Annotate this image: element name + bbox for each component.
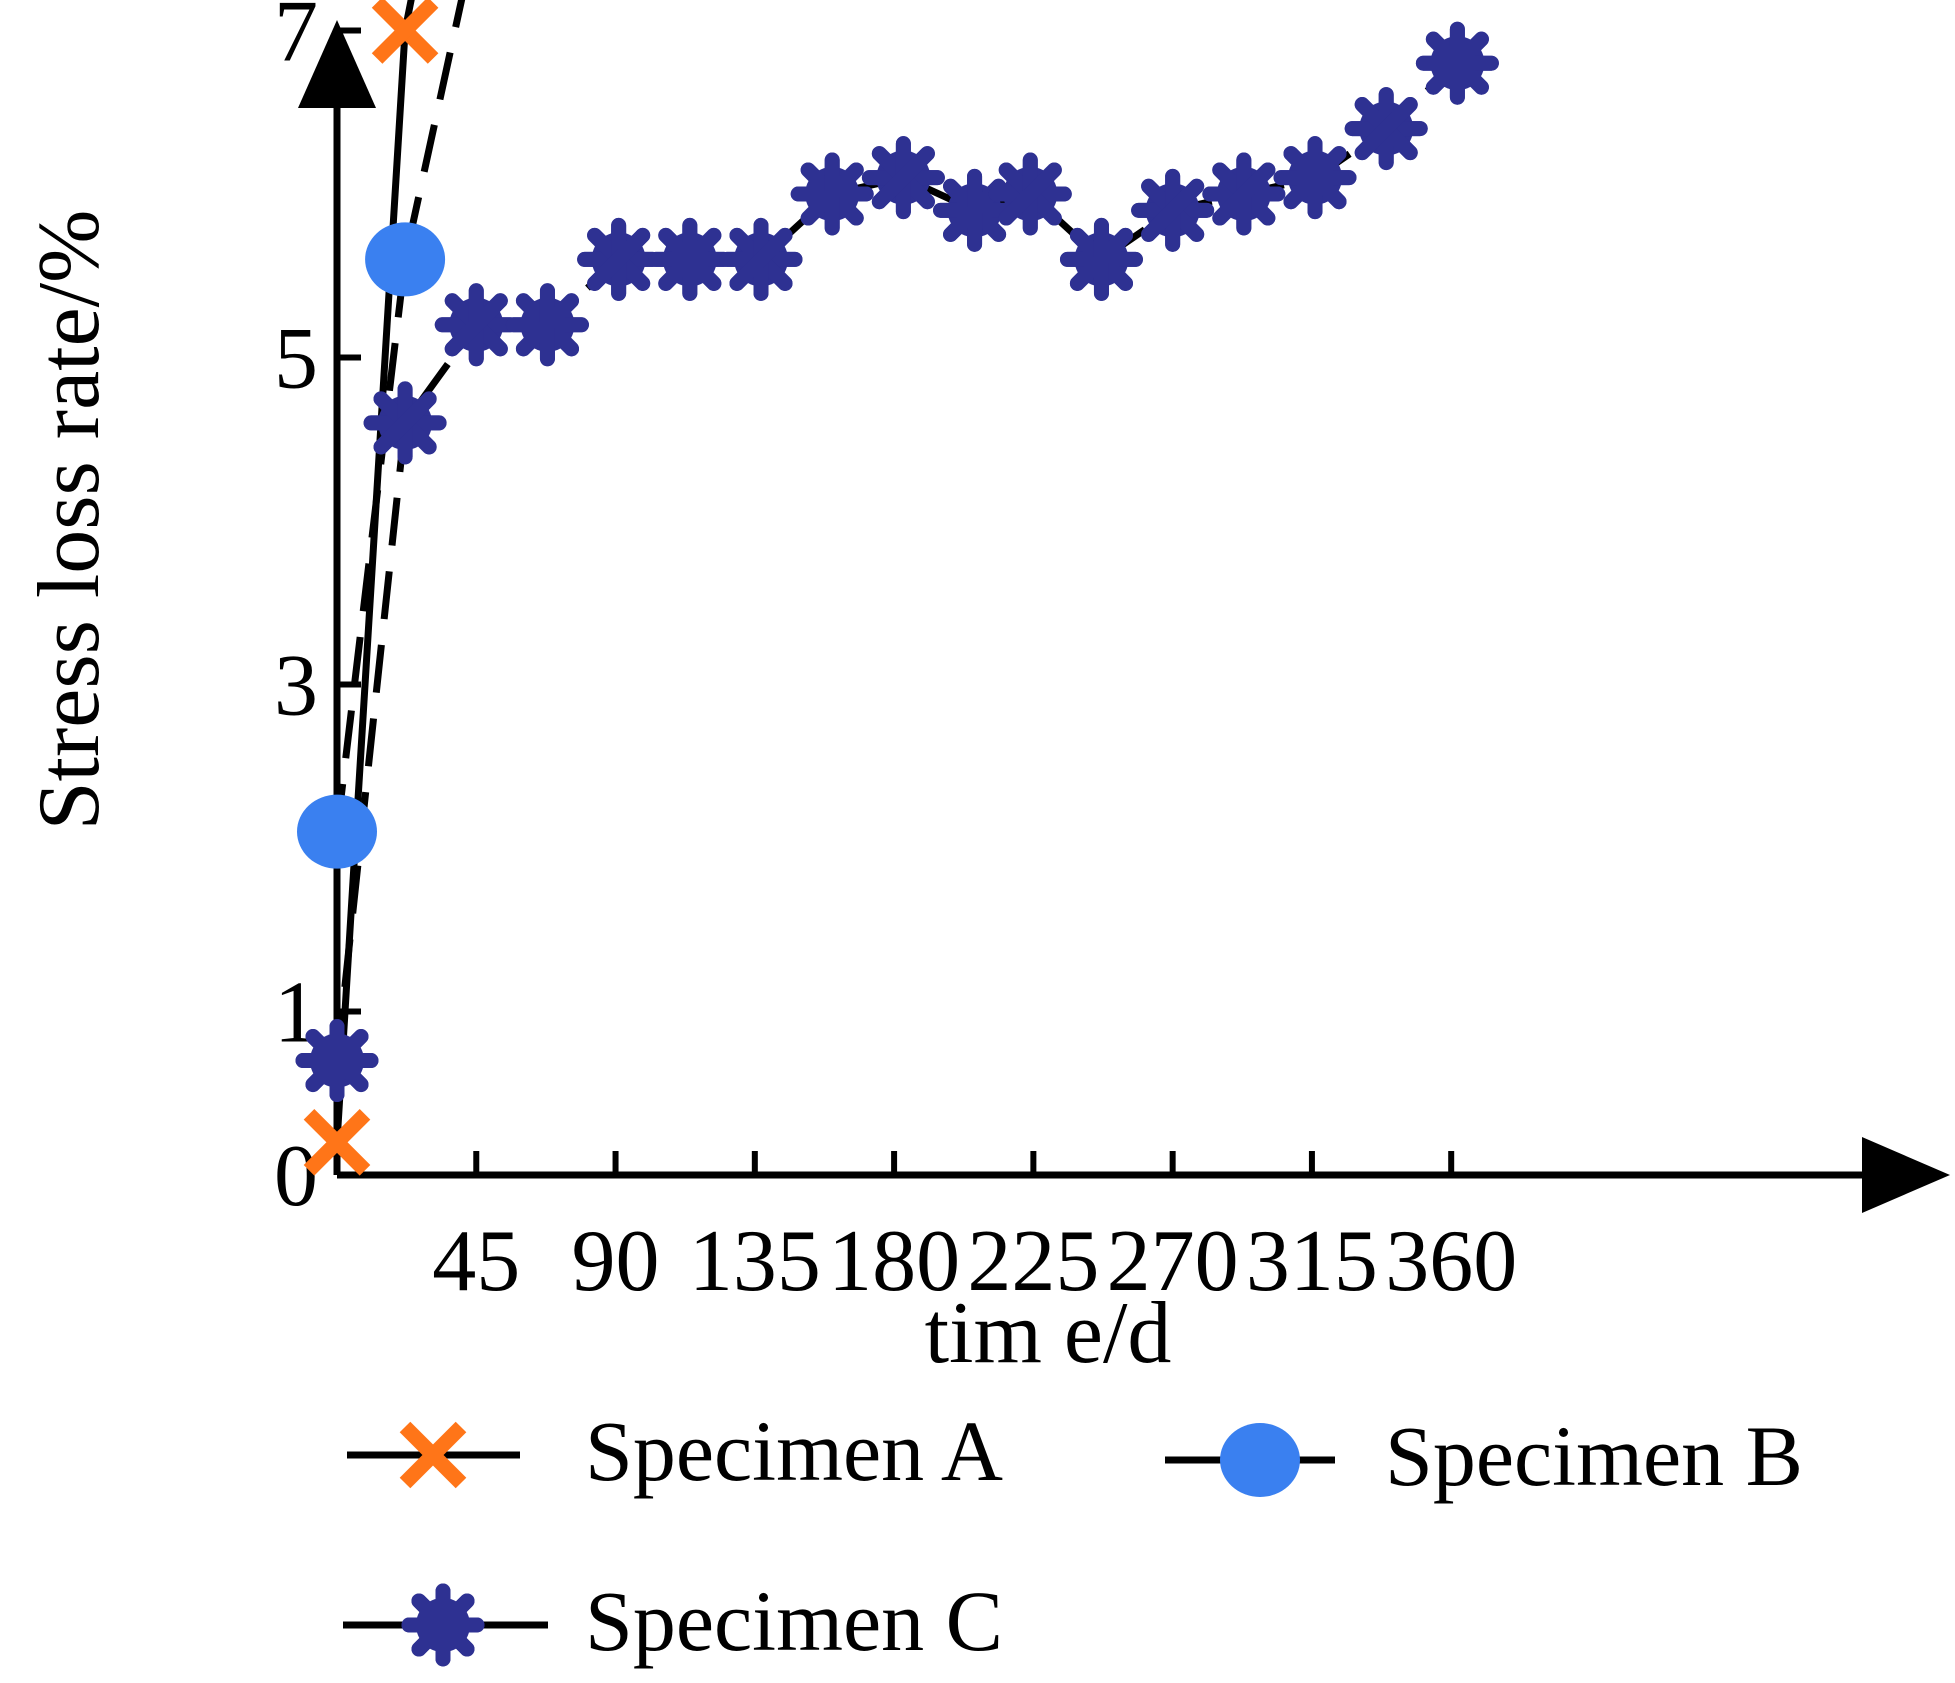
marker-star-ray bbox=[1354, 97, 1418, 161]
x-tick-label: 180 bbox=[828, 1213, 960, 1310]
specimen-a-point bbox=[371, 0, 439, 64]
specimen-c-point bbox=[505, 283, 589, 367]
specimen-c-point bbox=[1273, 136, 1357, 220]
legend-item-specimen-a: Specimen A bbox=[347, 1403, 1003, 1499]
marker-star-ray bbox=[998, 162, 1062, 226]
marker-star-ray bbox=[1212, 162, 1276, 226]
specimen-a-point bbox=[303, 1108, 371, 1176]
marker-star-ray bbox=[729, 227, 793, 291]
specimen-c-point bbox=[1059, 217, 1143, 301]
marker-star-ray bbox=[444, 293, 508, 357]
x-tick-label: 45 bbox=[432, 1213, 520, 1310]
x-axis-arrow bbox=[1862, 1137, 1950, 1213]
legend-label: Specimen B bbox=[1385, 1408, 1803, 1504]
marker-star-ray bbox=[587, 227, 651, 291]
specimen-c-point bbox=[1344, 87, 1428, 171]
y-axis-label: Stress loss rate/% bbox=[21, 210, 118, 831]
marker-star-ray bbox=[658, 227, 722, 291]
marker-x-stroke bbox=[371, 0, 439, 64]
series-markers bbox=[295, 0, 1499, 1176]
y-tick-label: 1 bbox=[274, 965, 318, 1062]
specimen-c-point bbox=[577, 217, 661, 301]
y-tick-label: 0 bbox=[274, 1128, 318, 1225]
x-tick-label: 225 bbox=[967, 1213, 1099, 1310]
marker-star-ray bbox=[515, 293, 580, 357]
specimen-c-point bbox=[363, 381, 447, 465]
axes bbox=[298, 20, 1950, 1213]
marker-star-ray bbox=[800, 162, 864, 226]
specimen-c-point bbox=[1131, 168, 1215, 252]
specimen-c-point bbox=[790, 152, 874, 236]
legend-marker bbox=[399, 1421, 467, 1489]
x-tick-label: 360 bbox=[1385, 1213, 1517, 1310]
marker-star-ray bbox=[1283, 146, 1347, 210]
y-tick-label: 7 bbox=[274, 0, 318, 81]
x-tick-label: 270 bbox=[1107, 1213, 1239, 1310]
x-tick-label: 315 bbox=[1246, 1213, 1378, 1310]
legend-label: Specimen C bbox=[585, 1573, 1003, 1669]
y-tick-label: 5 bbox=[274, 311, 318, 408]
ticks: 459013518022527031536001357911 bbox=[274, 0, 1517, 1310]
legend-item-specimen-c: Specimen C bbox=[343, 1573, 1003, 1669]
legend: Specimen A Specimen B Specimen C bbox=[343, 1403, 1803, 1669]
specimen-b-line bbox=[333, 0, 466, 833]
marker-star-ray bbox=[871, 146, 935, 210]
x-tick-label: 135 bbox=[689, 1213, 821, 1310]
specimen-c-point bbox=[719, 217, 803, 301]
x-axis-label: tim e/d bbox=[925, 1285, 1172, 1382]
specimen-b-point bbox=[365, 222, 446, 297]
y-axis-arrow bbox=[298, 20, 376, 108]
legend-item-specimen-b: Specimen B bbox=[1165, 1408, 1803, 1504]
marker-star-ray bbox=[1425, 31, 1489, 95]
marker-x-stroke bbox=[303, 1108, 371, 1176]
specimen-c-point bbox=[1202, 152, 1286, 236]
specimen-c-point bbox=[1415, 21, 1499, 105]
marker-x-stroke bbox=[399, 1421, 467, 1489]
specimen-c-point bbox=[295, 1019, 379, 1103]
x-tick-label: 90 bbox=[572, 1213, 660, 1310]
legend-label: Specimen A bbox=[585, 1403, 1003, 1499]
legend-marker bbox=[1220, 1423, 1300, 1497]
marker-star-ray bbox=[1069, 227, 1134, 291]
legend-marker bbox=[401, 1583, 485, 1667]
y-tick-label: 3 bbox=[274, 638, 318, 735]
specimen-b-point bbox=[297, 794, 377, 869]
specimen-c-point bbox=[648, 217, 732, 301]
marker-star-ray bbox=[1141, 178, 1205, 242]
marker-star-ray bbox=[373, 391, 437, 455]
marker-star-ray bbox=[305, 1029, 369, 1093]
specimen-c-point bbox=[988, 152, 1072, 236]
specimen-c-point bbox=[861, 136, 945, 220]
specimen-c-point bbox=[933, 168, 1017, 252]
marker-star-ray bbox=[411, 1593, 475, 1657]
specimen-c-point bbox=[434, 283, 518, 367]
